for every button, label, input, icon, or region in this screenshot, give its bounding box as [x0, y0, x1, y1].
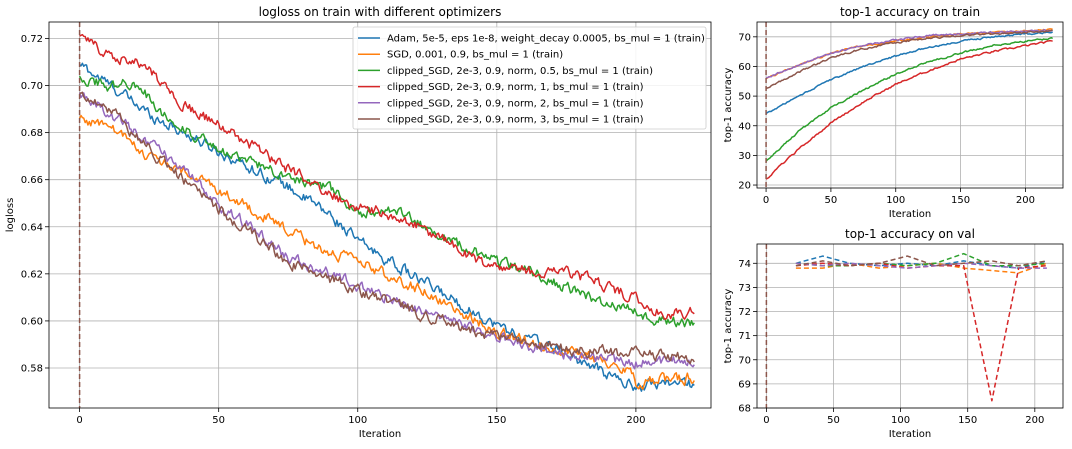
series-line-clip3	[79, 91, 695, 365]
chart-loss: logloss on train with different optimize…	[5, 5, 712, 440]
y-tick-label: 50	[738, 92, 751, 103]
chart-acc_val: top-1 accuracy on val 0 50 100 150 200 68 69 70 7…	[723, 227, 1064, 440]
y-tick-label: 72	[738, 307, 751, 318]
y-tick-label: 70	[738, 32, 751, 43]
chart-title: logloss on train with different optimize…	[259, 5, 502, 19]
x-tick-label: 0	[763, 415, 769, 426]
chart-title: top-1 accuracy on train	[840, 5, 980, 19]
x-tick-label: 150	[951, 195, 970, 206]
series-line-clip05	[795, 252, 1047, 267]
chart-acc_train: top-1 accuracy on train 0 50 100 150 200 20 30 4…	[723, 5, 1064, 220]
x-tick-label: 50	[825, 195, 838, 206]
y-tick-label: 73	[738, 283, 751, 294]
series-line-clip05	[78, 75, 695, 328]
plot-frame	[756, 21, 1064, 189]
legend: Adam, 5e-5, eps 1e-8, weight_decay 0.000…	[352, 26, 707, 130]
y-axis-label: top-1 accuracy	[723, 68, 734, 143]
series-line-clip3	[765, 29, 1053, 90]
series-group	[78, 33, 695, 392]
x-tick-label: 0	[763, 195, 769, 206]
legend-entry: clipped_SGD, 2e-3, 0.9, norm, 0.5, bs_mu…	[387, 66, 653, 77]
series-line-sgd	[78, 114, 695, 390]
x-axis-label: Iteration	[359, 429, 401, 440]
x-tick-label: 0	[76, 415, 82, 426]
y-tick-label: 20	[738, 181, 751, 192]
y-tick-label: 0.64	[21, 222, 43, 233]
series-line-clip05	[765, 36, 1054, 162]
series-line-clip1	[79, 33, 695, 321]
chart-title: top-1 accuracy on val	[845, 227, 975, 241]
x-tick-label: 100	[891, 415, 910, 426]
y-axis-label: logloss	[5, 198, 16, 233]
y-tick-label: 30	[738, 151, 751, 162]
legend-entry: Adam, 5e-5, eps 1e-8, weight_decay 0.000…	[387, 34, 705, 45]
x-tick-label: 150	[958, 415, 977, 426]
x-tick-label: 100	[348, 415, 367, 426]
y-tick-label: 0.58	[21, 363, 43, 374]
legend-entry: SGD, 0.001, 0.9, bs_mul = 1 (train)	[387, 50, 563, 61]
y-tick-label: 40	[738, 121, 751, 132]
y-tick-label: 71	[738, 331, 751, 342]
x-tick-label: 200	[1025, 415, 1044, 426]
legend-box	[352, 26, 707, 130]
x-tick-label: 150	[487, 415, 506, 426]
series-line-adam	[765, 31, 1053, 115]
y-tick-label: 68	[738, 404, 751, 415]
x-tick-label: 200	[626, 415, 645, 426]
series-line-adam	[79, 62, 695, 392]
y-tick-label: 0.60	[21, 316, 43, 327]
y-tick-label: 60	[738, 62, 751, 73]
x-tick-label: 200	[1016, 195, 1035, 206]
y-tick-label: 0.70	[21, 81, 43, 92]
series-group	[765, 28, 1054, 180]
y-axis-label: top-1 accuracy	[723, 289, 734, 364]
legend-entry: clipped_SGD, 2e-3, 0.9, norm, 2, bs_mul …	[387, 98, 644, 109]
x-tick-label: 50	[212, 415, 225, 426]
series-line-clip1	[765, 39, 1053, 180]
plot-frame	[48, 21, 712, 409]
y-tick-label: 0.62	[21, 269, 43, 280]
y-tick-label: 69	[738, 379, 751, 390]
series-line-clip2	[78, 92, 695, 370]
legend-entry: clipped_SGD, 2e-3, 0.9, norm, 1, bs_mul …	[387, 82, 644, 93]
series-line-clip2	[765, 28, 1053, 79]
plot-frame	[756, 243, 1064, 409]
series-line-clip3	[795, 255, 1048, 267]
y-tick-label: 0.68	[21, 128, 43, 139]
y-tick-label: 0.66	[21, 175, 43, 186]
x-axis-label: Iteration	[889, 209, 931, 220]
y-tick-label: 0.72	[21, 34, 43, 45]
y-tick-label: 70	[738, 355, 751, 366]
y-tick-label: 74	[738, 259, 751, 270]
legend-entry: clipped_SGD, 2e-3, 0.9, norm, 3, bs_mul …	[387, 115, 644, 126]
x-tick-label: 50	[827, 415, 840, 426]
x-tick-label: 100	[886, 195, 905, 206]
series-group	[795, 252, 1048, 402]
x-axis-label: Iteration	[889, 429, 931, 440]
series-line-clip2	[795, 262, 1047, 269]
